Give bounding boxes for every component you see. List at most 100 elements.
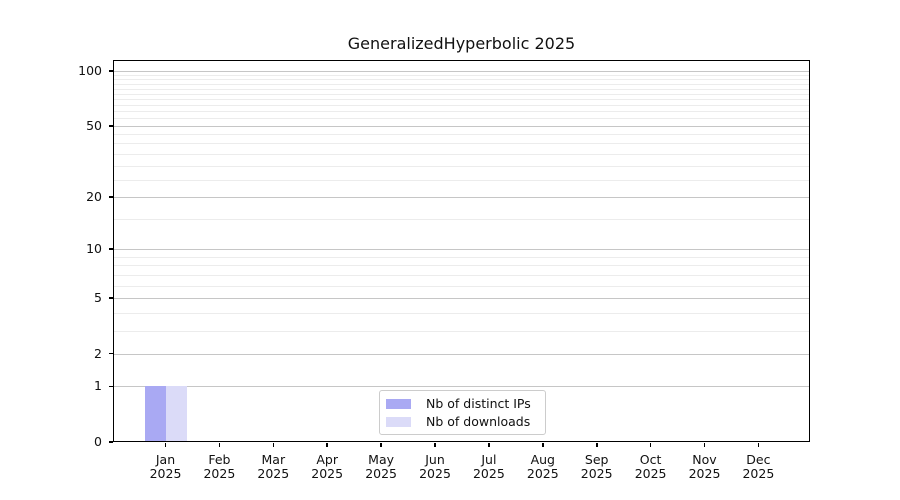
minor-gridline	[113, 111, 810, 113]
y-tick-label: 0	[94, 434, 102, 449]
x-tick-mark	[272, 443, 275, 447]
minor-gridline	[113, 134, 810, 136]
x-tick-month: Nov	[692, 452, 717, 467]
x-tick-year: 2025	[472, 465, 505, 481]
minor-gridline	[113, 256, 810, 258]
major-gridline	[113, 297, 810, 299]
x-tick-label: Nov 2025	[677, 453, 733, 480]
x-tick-month: Dec	[746, 452, 771, 467]
x-tick-year: 2025	[634, 465, 667, 481]
x-tick-month: Oct	[639, 452, 662, 467]
legend-swatch-downloads	[386, 416, 411, 427]
bar-downloads	[165, 386, 187, 442]
y-tick-mark	[109, 70, 113, 72]
x-tick-month: Sep	[584, 452, 609, 467]
x-tick-year: 2025	[203, 465, 236, 481]
x-tick-mark	[434, 443, 436, 447]
x-tick-mark	[488, 443, 490, 447]
minor-gridline	[113, 312, 810, 314]
major-gridline	[113, 197, 810, 199]
x-tick-month: Feb	[208, 452, 231, 467]
x-tick-mark	[380, 443, 382, 447]
x-tick-label: Jul 2025	[461, 453, 517, 480]
x-tick-label: Dec 2025	[730, 453, 786, 480]
minor-gridline	[113, 118, 810, 120]
minor-gridline	[113, 74, 810, 76]
minor-gridline	[113, 79, 810, 81]
y-tick-label: 50	[86, 117, 102, 133]
chart-title: GeneralizedHyperbolic 2025	[347, 34, 576, 53]
x-tick-year: 2025	[311, 465, 344, 481]
x-tick-mark	[703, 443, 706, 447]
y-tick-label: 5	[94, 289, 102, 305]
y-tick-mark	[109, 385, 113, 387]
x-tick-mark	[218, 443, 221, 447]
x-tick-month: Apr	[316, 452, 338, 467]
y-tick-mark	[109, 441, 113, 443]
x-tick-label: Feb 2025	[191, 453, 247, 480]
y-tick-mark	[109, 352, 113, 355]
x-tick-month: Jan	[155, 452, 176, 467]
x-tick-mark	[757, 443, 760, 447]
x-tick-label: Mar 2025	[245, 453, 301, 480]
major-gridline	[113, 386, 810, 388]
minor-gridline	[113, 165, 810, 167]
minor-gridline	[113, 274, 810, 276]
y-tick-label: 100	[78, 62, 102, 78]
legend-swatch-distinct-ips	[386, 398, 411, 409]
x-tick-mark	[596, 443, 598, 447]
minor-gridline	[113, 99, 810, 101]
y-tick-label: 2	[94, 345, 102, 361]
minor-gridline	[113, 330, 810, 332]
x-tick-mark	[164, 443, 167, 447]
major-gridline	[113, 125, 810, 127]
legend-item-downloads: Nb of downloads	[386, 414, 537, 429]
x-tick-year: 2025	[688, 465, 721, 481]
legend-label-downloads: Nb of downloads	[426, 414, 531, 429]
bar-distinct-ips	[144, 386, 166, 442]
minor-gridline	[113, 265, 810, 267]
y-tick-label: 20	[86, 189, 102, 205]
major-gridline	[113, 70, 810, 72]
x-tick-month: May	[368, 452, 395, 467]
y-tick-mark	[109, 297, 113, 299]
x-tick-year: 2025	[526, 465, 559, 481]
x-tick-label: Oct 2025	[623, 453, 679, 480]
minor-gridline	[113, 105, 810, 106]
x-tick-label: Sep 2025	[569, 453, 625, 480]
x-tick-mark	[649, 443, 652, 447]
x-tick-month: Aug	[530, 452, 555, 467]
minor-gridline	[113, 88, 810, 90]
major-gridline	[113, 249, 810, 251]
y-tick-mark	[109, 125, 113, 127]
legend-label-distinct-ips: Nb of distinct IPs	[426, 396, 531, 411]
x-tick-year: 2025	[742, 465, 775, 481]
y-tick-mark	[109, 196, 113, 198]
legend: Nb of distinct IPs Nb of downloads	[379, 390, 546, 435]
x-tick-label: May 2025	[353, 453, 409, 480]
plot-area	[113, 60, 810, 442]
minor-gridline	[113, 93, 810, 95]
x-tick-label: Aug 2025	[515, 453, 571, 480]
y-tick-label: 10	[86, 241, 102, 257]
x-tick-year: 2025	[580, 465, 613, 481]
x-tick-label: Apr 2025	[299, 453, 355, 480]
minor-gridline	[113, 143, 810, 145]
x-tick-month: Jun	[425, 452, 445, 467]
x-tick-label: Jun 2025	[407, 453, 463, 480]
legend-item-distinct-ips: Nb of distinct IPs	[386, 396, 537, 411]
x-tick-year: 2025	[149, 465, 182, 481]
major-gridline	[113, 353, 810, 355]
y-tick-mark	[109, 248, 113, 250]
minor-gridline	[113, 219, 810, 220]
x-tick-mark	[326, 443, 328, 447]
x-tick-year: 2025	[419, 465, 451, 481]
x-tick-mark	[542, 443, 544, 447]
x-tick-year: 2025	[365, 465, 397, 481]
y-tick-label: 1	[94, 378, 102, 394]
x-tick-year: 2025	[257, 465, 290, 481]
x-tick-month: Jul	[481, 452, 497, 467]
x-tick-label: Jan 2025	[138, 453, 194, 480]
minor-gridline	[113, 179, 810, 181]
